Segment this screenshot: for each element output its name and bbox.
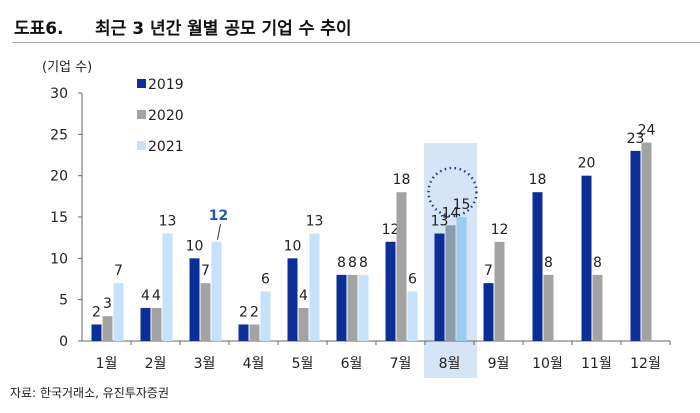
data-label: 8 (337, 255, 346, 271)
data-label: 12 (209, 208, 228, 224)
bar-2021-5월 (309, 233, 320, 341)
bar-2019-7월 (385, 241, 396, 341)
data-label: 12 (491, 222, 509, 238)
bar-2021-1월 (113, 283, 124, 341)
data-label: 2 (92, 304, 101, 320)
figure-number: 도표6. (14, 19, 64, 39)
y-tick-label: 15 (50, 210, 68, 226)
y-axis-label: (기업 수) (42, 60, 92, 75)
data-label: 23 (627, 131, 645, 147)
data-label: 8 (593, 255, 602, 271)
data-label: 18 (393, 172, 411, 188)
data-label: 13 (431, 214, 449, 230)
data-label: 4 (152, 288, 161, 304)
data-label: 7 (201, 263, 210, 279)
legend-swatch-2019 (137, 79, 146, 88)
x-tick-label: 6월 (341, 356, 363, 372)
bar-2020-8월 (445, 225, 456, 341)
data-label: 2 (239, 304, 248, 320)
legend-label-2019: 2019 (148, 77, 184, 93)
data-label: 12 (382, 222, 400, 238)
bar-2021-8월 (456, 217, 467, 341)
bar-2021-2월 (162, 233, 173, 341)
bar-2020-5월 (298, 307, 309, 341)
bar-2019-1월 (91, 324, 102, 341)
data-label: 2 (250, 304, 259, 320)
bar-2021-7월 (407, 291, 418, 341)
bar-2020-10월 (543, 274, 554, 341)
bar-2019-10월 (532, 192, 543, 341)
legend-label-2020: 2020 (148, 108, 184, 124)
legend-swatch-2021 (137, 141, 146, 150)
data-label: 18 (529, 172, 547, 188)
data-label: 6 (408, 271, 417, 287)
y-tick-label: 10 (50, 251, 68, 267)
bar-2019-5월 (287, 258, 298, 341)
x-tick-label: 12월 (630, 356, 661, 372)
bar-2019-9월 (483, 283, 494, 341)
data-label: 6 (261, 271, 270, 287)
x-tick-label: 11월 (581, 356, 612, 372)
title-divider (12, 42, 700, 43)
highlight-circle (427, 166, 478, 218)
data-label: 10 (186, 238, 204, 254)
data-label: 7 (484, 263, 493, 279)
y-tick-label: 25 (50, 127, 68, 143)
data-label: 15 (453, 197, 471, 213)
bar-2019-4월 (238, 324, 249, 341)
bar-2021-6월 (358, 274, 369, 341)
data-label: 8 (359, 255, 368, 271)
x-tick-label: 9월 (488, 356, 510, 372)
legend-label-2021: 2021 (148, 139, 184, 155)
x-tick-label: 10월 (532, 356, 563, 372)
data-label: 8 (348, 255, 357, 271)
x-tick-label: 8월 (439, 356, 461, 372)
bar-2020-4월 (249, 324, 260, 341)
bar-2019-2월 (140, 307, 151, 341)
x-tick-label: 2월 (145, 356, 167, 372)
bar-2020-7월 (396, 192, 407, 341)
bar-2021-4월 (260, 291, 271, 341)
bar-2021-3월 (211, 241, 222, 341)
bar-2020-12월 (641, 142, 652, 341)
bar-2019-3월 (189, 258, 200, 341)
bar-2020-6월 (347, 274, 358, 341)
x-tick-label: 7월 (390, 356, 412, 372)
annotation-leader-line (217, 223, 221, 240)
data-label: 4 (299, 288, 308, 304)
data-label: 4 (141, 288, 150, 304)
bar-2020-1월 (102, 316, 113, 341)
source-note: 자료: 한국거래소, 유진투자증권 (10, 386, 170, 400)
bar-2020-9월 (494, 241, 505, 341)
y-tick-label: 5 (59, 293, 68, 309)
bar-2019-6월 (336, 274, 347, 341)
bar-2020-2월 (151, 307, 162, 341)
y-tick-label: 30 (50, 86, 68, 102)
y-tick-label: 0 (59, 334, 68, 350)
x-tick-label: 1월 (96, 356, 118, 372)
data-label: 10 (284, 238, 302, 254)
legend-swatch-2020 (137, 110, 146, 119)
x-tick-label: 5월 (292, 356, 314, 372)
data-label: 7 (114, 263, 123, 279)
data-label: 8 (544, 255, 553, 271)
x-tick-label: 3월 (194, 356, 216, 372)
data-label: 3 (103, 296, 112, 312)
data-label: 13 (306, 214, 324, 230)
y-tick-label: 20 (50, 169, 68, 185)
bar-2020-3월 (200, 283, 211, 341)
data-label: 13 (159, 214, 177, 230)
bar-2020-11월 (592, 274, 603, 341)
data-label: 14 (442, 205, 460, 221)
data-label: 20 (578, 156, 596, 172)
data-label: 24 (638, 123, 656, 139)
bar-2019-8월 (434, 233, 445, 341)
bar-2019-11월 (581, 175, 592, 341)
bar-2019-12월 (630, 150, 641, 341)
chart-title: 최근 3 년간 월별 공모 기업 수 추이 (95, 19, 352, 39)
x-tick-label: 4월 (243, 356, 265, 372)
